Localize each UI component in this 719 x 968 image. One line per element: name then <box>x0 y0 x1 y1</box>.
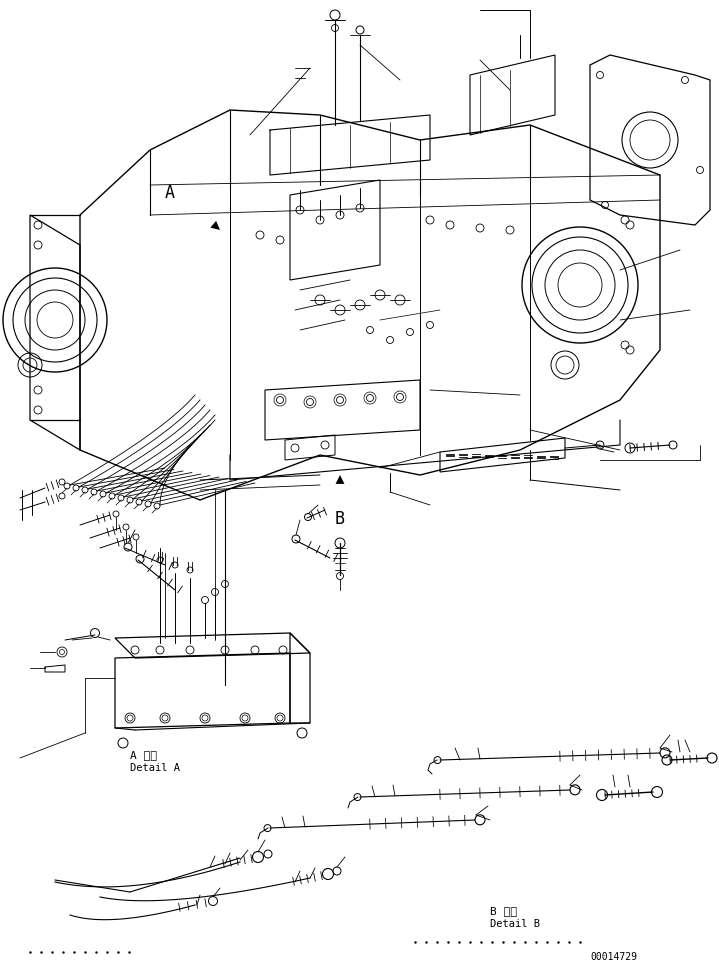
Text: 00014729: 00014729 <box>590 952 637 962</box>
Text: B: B <box>335 510 345 528</box>
Text: Detail A: Detail A <box>130 763 180 773</box>
Text: B 詳細: B 詳細 <box>490 906 517 916</box>
Text: A: A <box>165 184 175 202</box>
Text: Detail B: Detail B <box>490 919 540 929</box>
Text: A 詳細: A 詳細 <box>130 750 157 760</box>
